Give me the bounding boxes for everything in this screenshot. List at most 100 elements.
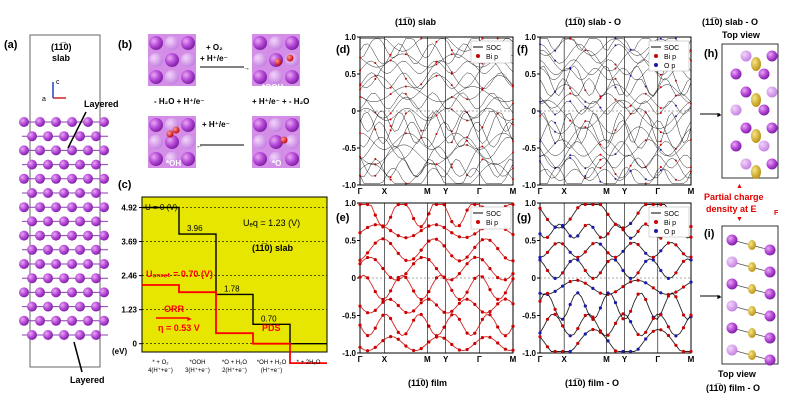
bi-atom [285, 135, 299, 149]
orbital-projection-dot [435, 40, 438, 43]
orbital-projection-dot [576, 291, 580, 295]
legend-bip-swatch [654, 220, 658, 224]
orbital-projection-dot [466, 98, 469, 101]
orbital-projection-dot [599, 106, 602, 109]
bi-atom [43, 159, 53, 170]
x-tick-label: 2(H⁺+e⁻) [222, 367, 247, 374]
x-tick-label: *O + H₂O [222, 360, 248, 366]
orbital-projection-dot [381, 266, 385, 271]
orbital-projection-dot [404, 132, 407, 135]
orbital-projection-dot [621, 317, 625, 321]
orbital-projection-dot [389, 86, 392, 89]
orbital-projection-dot [404, 85, 407, 88]
bi-atom [764, 244, 776, 256]
orbital-projection-dot [545, 250, 550, 254]
ueq-label: Uₑq = 1.23 (V) [243, 218, 300, 228]
legend-bip-swatch [476, 220, 480, 224]
ooh-label: *OOH [262, 83, 284, 92]
o-adsorbate [286, 54, 294, 62]
orbital-projection-dot [644, 202, 648, 207]
orbital-projection-dot [681, 326, 686, 330]
bi-atom [253, 70, 267, 84]
orbital-projection-dot [689, 313, 693, 317]
bi-atom [726, 344, 738, 356]
bi-atom [181, 53, 195, 67]
orbital-projection-dot [644, 85, 647, 88]
bi-atom [726, 256, 738, 268]
o-adsorbate [166, 130, 174, 138]
orbital-projection-dot [442, 244, 446, 248]
i-charge-density-structure [726, 234, 776, 366]
bi-atom [19, 287, 29, 298]
k-point-label: Γ [358, 187, 363, 196]
orbital-projection-dot [659, 107, 662, 110]
bi-atom [19, 259, 29, 269]
panel-label-h: (h) [704, 48, 718, 60]
bi-atom [253, 36, 267, 50]
orbital-projection-dot [465, 235, 469, 239]
bi-atom [726, 300, 738, 312]
orbital-projection-dot [689, 349, 693, 354]
charge-lobe [748, 350, 756, 360]
orbital-projection-dot [359, 83, 361, 85]
orbital-projection-dot [419, 301, 423, 305]
orbital-projection-dot [480, 317, 484, 321]
orbital-projection-dot [503, 334, 507, 338]
orbital-projection-dot [366, 255, 370, 260]
orbital-projection-dot [674, 37, 677, 40]
orbital-projection-dot [434, 223, 439, 227]
orbital-projection-dot [381, 339, 385, 343]
orbital-projection-dot [614, 98, 617, 101]
x-tick-label: 4(H⁺+e⁻) [148, 367, 173, 374]
orbital-projection-dot [538, 335, 542, 339]
orbital-projection-dot [584, 105, 587, 108]
orbital-projection-dot [681, 285, 686, 289]
orbital-projection-dot [396, 202, 400, 207]
orbital-projection-dot [480, 336, 484, 340]
legend-soc-label: SOC [664, 45, 679, 52]
orbital-projection-dot [419, 225, 423, 229]
orbital-projection-dot [480, 310, 484, 314]
bi-atom [165, 135, 179, 149]
orbital-projection-dot [511, 324, 515, 328]
bi-atom [99, 287, 109, 298]
bi-atom [181, 70, 195, 84]
orbital-projection-dot [599, 180, 602, 183]
orbital-projection-dot [389, 241, 393, 246]
x-tick-label: * + 2H₂O [297, 360, 321, 366]
k-point-label: X [382, 187, 388, 196]
i-caption: (11̅0) film - O [706, 383, 760, 393]
band-y-tick-label: -1.0 [522, 181, 536, 190]
orbital-projection-dot [583, 223, 587, 228]
orbital-projection-dot [606, 232, 610, 236]
orbital-projection-dot [481, 158, 484, 161]
orbital-projection-dot [681, 349, 686, 354]
bi-atom [83, 259, 93, 269]
orbital-projection-dot [427, 224, 431, 228]
o-adsorbate [274, 58, 282, 66]
orbital-projection-dot [583, 313, 587, 318]
bi-atom [269, 36, 283, 50]
bi-atom [285, 70, 299, 84]
band-line [359, 167, 514, 184]
orbital-projection-dot [674, 343, 678, 347]
orbital-projection-dot [420, 129, 423, 132]
orbital-projection-dot [404, 77, 407, 80]
bi-atom [83, 287, 93, 298]
orbital-projection-dot [412, 289, 416, 293]
bi-atom [766, 158, 778, 170]
orbital-projection-dot [659, 169, 662, 172]
k-point-label: M [510, 355, 517, 364]
cell-box [29, 34, 101, 368]
bi-atom [75, 131, 85, 142]
band-y-tick-label: 1.0 [525, 199, 537, 208]
orbital-projection-dot [450, 254, 454, 258]
orbital-projection-dot [674, 104, 677, 107]
orbital-projection-dot [420, 83, 423, 86]
orbital-projection-dot [359, 155, 361, 158]
orbital-projection-dot [404, 93, 407, 95]
bi-atom [67, 202, 77, 213]
legend-bip-swatch [654, 54, 658, 58]
bi-atom [83, 230, 93, 241]
